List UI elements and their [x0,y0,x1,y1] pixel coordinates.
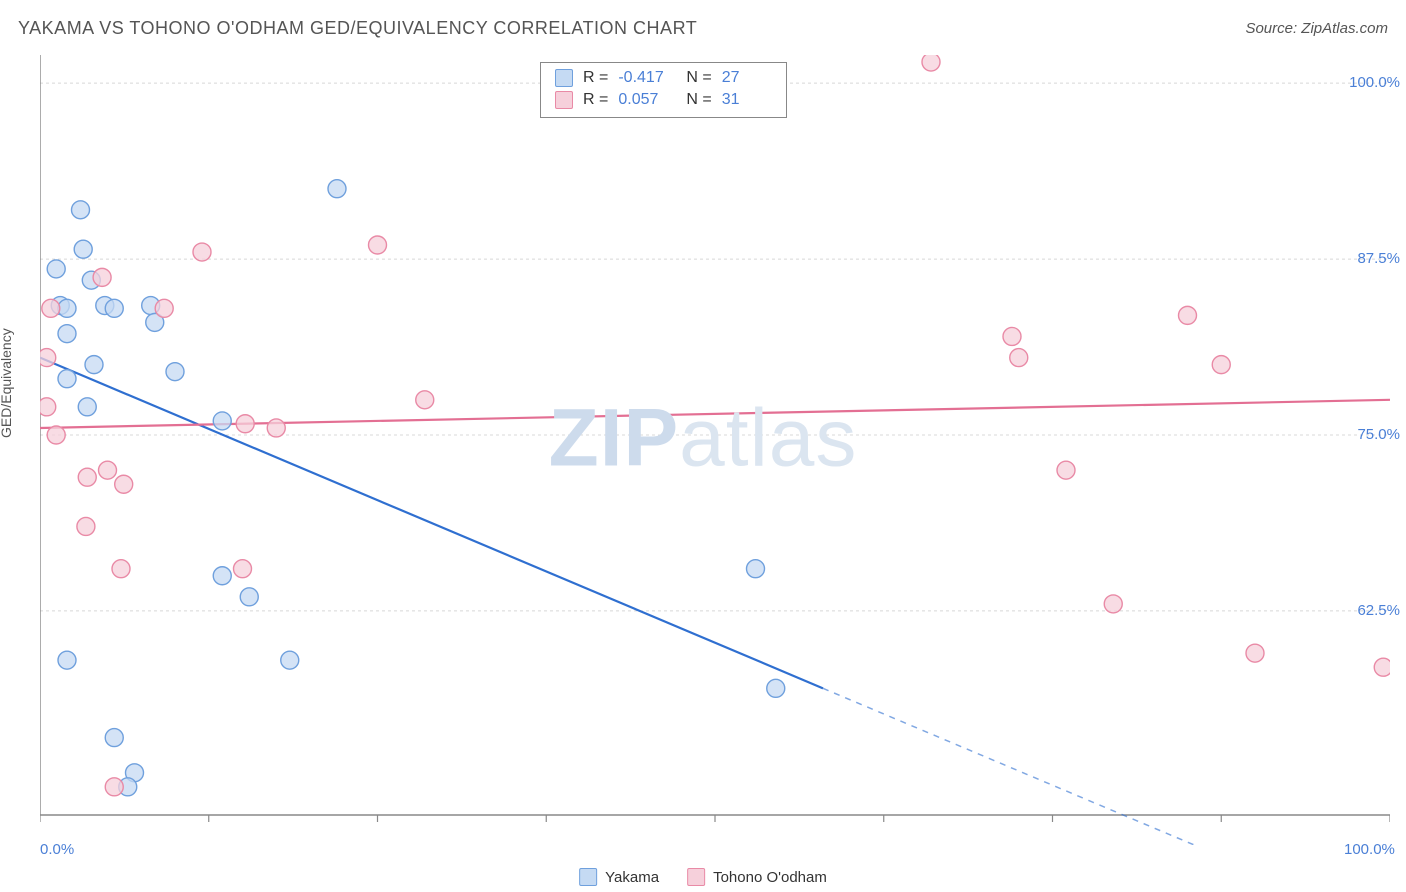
stats-n-value: 31 [722,91,772,109]
y-tick-label: 62.5% [1357,602,1400,619]
chart-source: Source: ZipAtlas.com [1245,20,1388,37]
stats-n-label: N = [686,69,711,87]
chart-title: YAKAMA VS TOHONO O'ODHAM GED/EQUIVALENCY… [18,18,697,39]
y-tick-label: 75.0% [1357,426,1400,443]
stats-n-value: 27 [722,69,772,87]
x-tick-label: 0.0% [40,841,74,858]
legend-swatch [687,868,705,886]
stats-r-value: -0.417 [618,69,668,87]
stats-r-label: R = [583,91,608,109]
stats-swatch [555,69,573,87]
legend-bottom: Yakama Tohono O'odham [579,868,827,886]
stats-legend-box: R = -0.417 N = 27 R = 0.057 N = 31 [540,62,787,118]
stats-r-value: 0.057 [618,91,668,109]
stats-row: R = 0.057 N = 31 [555,89,772,111]
y-tick-label: 87.5% [1357,250,1400,267]
stats-swatch [555,91,573,109]
x-tick-label: 100.0% [1344,841,1395,858]
y-axis-label: GED/Equivalency [0,328,14,438]
stats-r-label: R = [583,69,608,87]
legend-label: Tohono O'odham [713,869,827,886]
legend-item: Yakama [579,868,659,886]
chart-header: YAKAMA VS TOHONO O'ODHAM GED/EQUIVALENCY… [18,18,1388,39]
plot-svg [40,55,1390,845]
legend-item: Tohono O'odham [687,868,827,886]
y-tick-label: 100.0% [1349,74,1400,91]
stats-n-label: N = [686,91,711,109]
legend-swatch [579,868,597,886]
legend-label: Yakama [605,869,659,886]
stats-row: R = -0.417 N = 27 [555,67,772,89]
scatter-plot [40,55,1390,845]
